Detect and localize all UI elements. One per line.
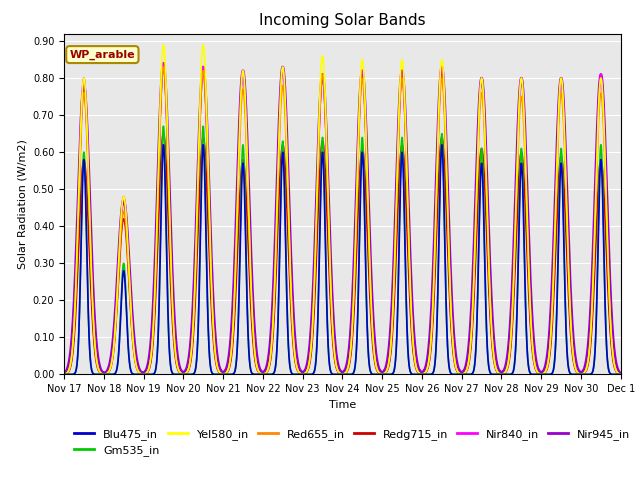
Line: Nir840_in: Nir840_in — [64, 63, 621, 374]
Yel580_in — [499, 371, 506, 377]
Nir945_in — [518, 79, 526, 85]
Title: Incoming Solar Bands: Incoming Solar Bands — [259, 13, 426, 28]
Red655_in — [518, 98, 526, 104]
Red655_in — [397, 82, 405, 87]
Yel580_in — [617, 372, 625, 377]
Yel580_in — [613, 370, 621, 375]
Gm535_in — [499, 372, 506, 377]
Gm535_in — [518, 158, 526, 164]
Gm535_in — [397, 151, 405, 157]
Nir945_in — [397, 72, 405, 78]
Nir840_in — [312, 260, 319, 265]
Legend: Blu475_in, Gm535_in, Yel580_in, Red655_in, Redg715_in, Nir840_in, Nir945_in: Blu475_in, Gm535_in, Yel580_in, Red655_i… — [70, 424, 635, 460]
Nir840_in — [617, 372, 625, 377]
Yel580_in — [268, 345, 275, 351]
Nir945_in — [159, 60, 167, 66]
Red655_in — [617, 372, 625, 377]
Redg715_in — [268, 352, 275, 358]
Red655_in — [312, 260, 319, 265]
Gm535_in — [613, 372, 621, 377]
Y-axis label: Solar Radiation (W/m2): Solar Radiation (W/m2) — [17, 139, 28, 269]
Blu475_in — [499, 372, 506, 377]
Line: Redg715_in: Redg715_in — [64, 133, 621, 374]
Nir840_in — [613, 370, 621, 375]
Nir840_in — [268, 345, 275, 351]
Red655_in — [60, 372, 68, 377]
Redg715_in — [518, 153, 526, 159]
Redg715_in — [159, 131, 167, 136]
Gm535_in — [312, 364, 319, 370]
Blu475_in — [613, 372, 621, 377]
Nir840_in — [397, 78, 405, 84]
Yel580_in — [312, 253, 319, 259]
Line: Gm535_in: Gm535_in — [64, 126, 621, 374]
Red655_in — [613, 370, 621, 375]
Line: Red655_in: Red655_in — [64, 67, 621, 374]
Redg715_in — [397, 147, 405, 153]
Red655_in — [159, 64, 167, 70]
Nir945_in — [617, 371, 625, 376]
Nir945_in — [268, 323, 275, 329]
Blu475_in — [312, 364, 319, 370]
Nir840_in — [159, 60, 167, 66]
Red655_in — [499, 371, 506, 377]
Blu475_in — [268, 372, 275, 377]
Text: WP_arable: WP_arable — [70, 49, 135, 60]
Gm535_in — [617, 372, 625, 377]
Blu475_in — [617, 372, 625, 377]
Gm535_in — [159, 123, 167, 129]
Redg715_in — [613, 370, 621, 376]
Yel580_in — [518, 80, 526, 86]
Nir840_in — [518, 80, 526, 86]
Line: Yel580_in: Yel580_in — [64, 45, 621, 374]
Line: Nir945_in: Nir945_in — [64, 63, 621, 373]
Blu475_in — [518, 172, 526, 178]
Nir840_in — [60, 372, 68, 377]
Yel580_in — [60, 372, 68, 377]
Yel580_in — [159, 42, 167, 48]
Nir945_in — [312, 228, 319, 234]
X-axis label: Time: Time — [329, 400, 356, 409]
Nir945_in — [613, 364, 621, 370]
Line: Blu475_in: Blu475_in — [64, 145, 621, 374]
Blu475_in — [159, 142, 167, 148]
Red655_in — [268, 347, 275, 352]
Gm535_in — [60, 372, 68, 377]
Nir945_in — [499, 369, 506, 374]
Redg715_in — [617, 372, 625, 377]
Redg715_in — [60, 372, 68, 377]
Redg715_in — [499, 372, 506, 377]
Yel580_in — [397, 63, 405, 69]
Nir840_in — [499, 371, 506, 377]
Blu475_in — [60, 372, 68, 377]
Redg715_in — [312, 285, 319, 290]
Blu475_in — [397, 165, 405, 171]
Nir945_in — [60, 371, 68, 376]
Gm535_in — [268, 372, 275, 377]
